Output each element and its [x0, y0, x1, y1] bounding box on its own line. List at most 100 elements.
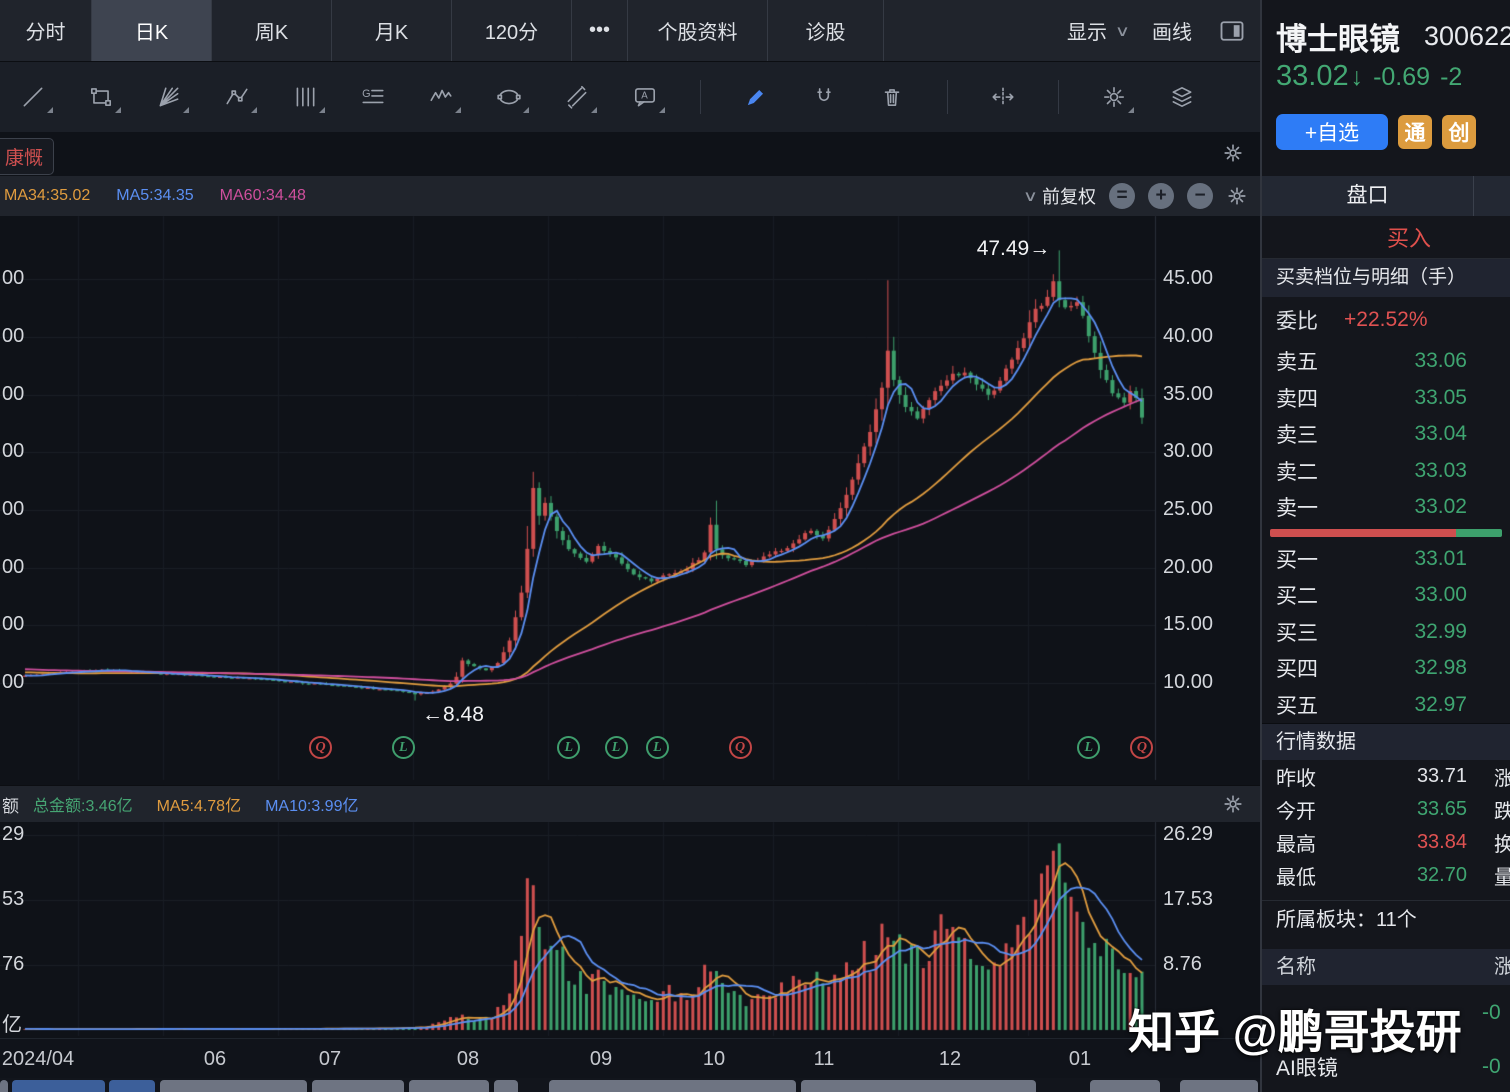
panel-toggle-icon[interactable] [1218, 17, 1246, 45]
period-tabbar: 分时 日K 周K 月K 120分 ••• 个股资料 诊股 显示 ∨ 画线 [0, 0, 1260, 62]
rectangle-icon[interactable] [88, 84, 121, 113]
display-menu[interactable]: 显示 [1067, 22, 1108, 44]
navigator-segment[interactable] [0, 1080, 8, 1092]
event-marker-Q[interactable]: Q [1130, 736, 1154, 759]
volume-axis-unit-clipped: 亿 [2, 1014, 22, 1036]
layers-icon[interactable] [1169, 84, 1195, 110]
chevron-down-icon[interactable]: ∨ [1114, 22, 1131, 40]
adjust-mode-dropdown[interactable]: ∨ 前复权 [1023, 183, 1096, 209]
bid-row[interactable]: 买四 32.98 [1262, 650, 1510, 687]
ask-label: 卖四 [1276, 387, 1318, 411]
navigator-segment[interactable] [549, 1080, 796, 1092]
zoom-reset-button[interactable]: = [1109, 183, 1135, 209]
price-axis-tick-clipped: 00 [2, 440, 25, 463]
brush-icon[interactable] [743, 84, 769, 110]
parallel-channel-icon[interactable] [564, 84, 597, 113]
bid-row[interactable]: 买五 32.97 [1262, 687, 1510, 724]
badge-chuang[interactable]: 创 [1442, 115, 1476, 149]
bid-row[interactable]: 买二 33.00 [1262, 577, 1510, 614]
sector-row[interactable]: AI眼镜 -0 [1262, 1041, 1510, 1092]
market-value: 33.71 [1416, 765, 1467, 787]
zoom-out-button[interactable]: − [1187, 183, 1213, 209]
ask-ratio-segment [1455, 529, 1502, 537]
volume-axis-tick: 17.53 [1163, 887, 1214, 910]
wave-icon[interactable] [428, 84, 461, 113]
market-label2-clipped: 跌 [1494, 801, 1510, 823]
navigator-segment-selected[interactable] [109, 1080, 155, 1092]
market-data-row: 最高 33.84 换 [1262, 826, 1510, 859]
tab-月K[interactable]: 月K [332, 0, 452, 61]
ask-row[interactable]: 卖三 33.04 [1262, 416, 1510, 453]
navigator-segment[interactable] [312, 1080, 404, 1092]
event-marker-L[interactable]: L [1077, 736, 1101, 759]
gear-icon[interactable] [1222, 793, 1244, 815]
add-watchlist-button[interactable]: +自选 [1276, 114, 1388, 150]
x-axis-month-label: 07 [318, 1048, 342, 1070]
navigator-segment[interactable] [801, 1080, 1036, 1092]
ask-row[interactable]: 卖四 33.05 [1262, 380, 1510, 417]
price-down-arrow-icon: ↓ [1350, 63, 1364, 91]
event-marker-L[interactable]: L [645, 736, 669, 759]
x-axis-month-label: 12 [938, 1048, 962, 1070]
ask-row[interactable]: 卖五 33.06 [1262, 343, 1510, 380]
toolbar-divider [947, 80, 948, 114]
event-marker-Q[interactable]: Q [728, 736, 752, 759]
market-label: 昨收 [1276, 768, 1316, 790]
delete-icon[interactable] [879, 84, 905, 110]
sector-count-line[interactable]: 所属板块：11个 [1262, 900, 1510, 939]
sector-row[interactable]: -0 [1262, 985, 1510, 1041]
period-tabs: 分时 日K 周K 月K 120分 ••• 个股资料 诊股 [0, 0, 884, 61]
market-label2-clipped: 换 [1494, 834, 1510, 856]
tab-more[interactable]: ••• [572, 0, 628, 61]
drawline-button[interactable]: 画线 [1152, 22, 1192, 44]
ask-price: 33.04 [1414, 422, 1467, 446]
ask-row[interactable]: 卖一 33.02 [1262, 489, 1510, 526]
polyline-icon[interactable] [224, 84, 257, 113]
gear-icon[interactable] [1222, 142, 1244, 164]
price-axis-tick: 35.00 [1163, 382, 1214, 405]
zoom-in-button[interactable]: + [1148, 183, 1174, 209]
event-marker-L[interactable]: L [557, 736, 581, 759]
navigator-segment[interactable] [160, 1080, 307, 1092]
event-marker-L[interactable]: L [391, 736, 415, 759]
navigator-segment[interactable] [1090, 1080, 1160, 1092]
toolbar-divider [1058, 80, 1059, 114]
vertical-lines-icon[interactable] [292, 84, 325, 113]
event-marker-Q[interactable]: Q [309, 736, 332, 759]
navigator-segment[interactable] [1180, 1080, 1258, 1092]
svg-text:A: A [641, 91, 648, 102]
expand-horizontal-icon[interactable] [990, 84, 1016, 110]
bid-label: 买五 [1276, 694, 1318, 718]
navigator-segment-selected[interactable] [12, 1080, 105, 1092]
trendline-icon[interactable] [20, 84, 53, 113]
concept-tag[interactable]: 康慨 [0, 138, 55, 175]
event-marker-L[interactable]: L [604, 736, 628, 759]
ask-price: 33.03 [1414, 458, 1467, 482]
tab-诊股[interactable]: 诊股 [768, 0, 884, 61]
tab-日K[interactable]: 日K [92, 0, 212, 61]
x-axis-month-label: 09 [589, 1048, 613, 1070]
bid-row[interactable]: 买三 32.99 [1262, 614, 1510, 651]
tab-周K[interactable]: 周K [212, 0, 332, 61]
bid-row[interactable]: 买一 33.01 [1262, 541, 1510, 578]
ask-label: 卖三 [1276, 424, 1318, 448]
tab-120分[interactable]: 120分 [452, 0, 572, 61]
gear-icon[interactable] [1226, 185, 1248, 207]
settings-icon[interactable] [1101, 84, 1134, 113]
ma-value-label: MA60:34.48 [219, 187, 306, 204]
badge-tong[interactable]: 通 [1398, 115, 1432, 149]
tab-order-book[interactable]: 盘口 [1262, 176, 1474, 216]
gann-fan-icon[interactable] [156, 84, 189, 113]
text-label-icon[interactable]: A [632, 84, 665, 113]
navigator-segment[interactable] [494, 1080, 518, 1092]
ellipse-icon[interactable] [496, 84, 529, 113]
magnet-icon[interactable] [811, 84, 837, 110]
buy-tab[interactable]: 买入 [1262, 220, 1510, 259]
ask-row[interactable]: 卖二 33.03 [1262, 453, 1510, 490]
bid-ask-ratio-bar [1262, 526, 1510, 541]
tab-分时[interactable]: 分时 [0, 0, 92, 61]
golden-section-icon[interactable]: G [360, 84, 386, 110]
tab-个股资料[interactable]: 个股资料 [628, 0, 768, 61]
navigator-segment[interactable] [409, 1080, 489, 1092]
